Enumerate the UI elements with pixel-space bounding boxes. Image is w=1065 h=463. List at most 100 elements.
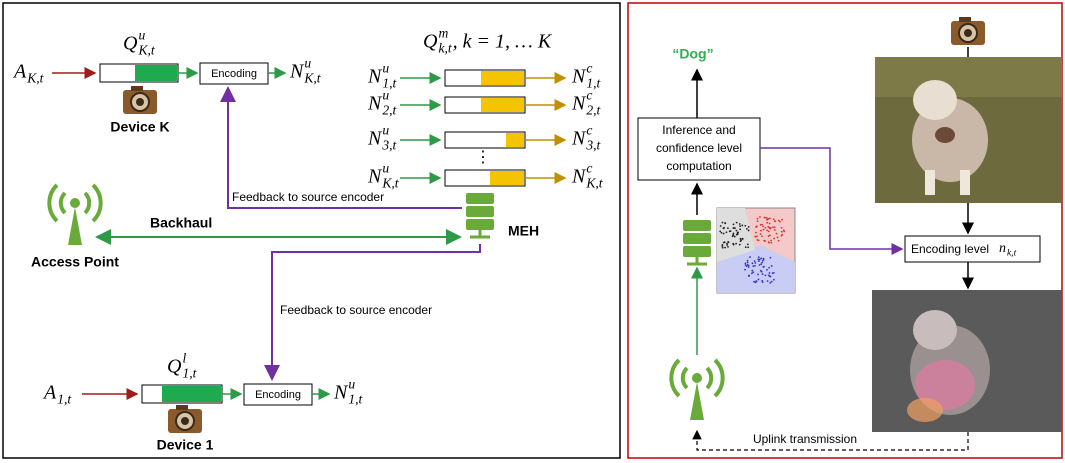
dot xyxy=(765,274,767,276)
dot xyxy=(746,228,748,230)
dot xyxy=(724,222,726,224)
math-sup: u xyxy=(382,88,389,103)
dot xyxy=(760,233,762,235)
dot xyxy=(762,273,764,275)
math-sup: m xyxy=(438,26,448,41)
dot xyxy=(736,230,738,232)
dot xyxy=(774,226,776,228)
math-sup: l xyxy=(182,351,186,366)
dot xyxy=(767,226,769,228)
dot xyxy=(758,279,760,281)
meh-label: MEH xyxy=(508,223,539,239)
dot xyxy=(739,223,741,225)
dot xyxy=(740,239,742,241)
dot xyxy=(739,244,741,246)
dot xyxy=(760,270,762,272)
dot xyxy=(759,259,761,261)
dot xyxy=(762,225,764,227)
dot xyxy=(754,262,756,264)
math-sup: u xyxy=(382,61,389,76)
dot xyxy=(747,243,749,245)
dot xyxy=(729,230,731,232)
dot xyxy=(747,260,749,262)
dot xyxy=(755,226,757,228)
dot xyxy=(753,281,755,283)
dot xyxy=(762,229,764,231)
dot xyxy=(779,221,781,223)
dot xyxy=(747,246,749,248)
device-label: Device 1 xyxy=(157,437,214,453)
dot xyxy=(723,227,725,229)
encoder-label: Encoding xyxy=(211,68,257,80)
dot xyxy=(772,226,774,228)
dot xyxy=(752,262,754,264)
math-base: Q xyxy=(423,31,438,53)
dot xyxy=(748,226,750,228)
math-base: N xyxy=(571,128,587,150)
dot xyxy=(776,233,778,235)
dot xyxy=(727,246,729,248)
math-suffix: , k = 1, … K xyxy=(453,31,553,53)
math-sub: K,t xyxy=(381,176,399,191)
dot xyxy=(764,227,766,229)
dot xyxy=(773,238,775,240)
dot xyxy=(754,265,756,267)
dot xyxy=(763,266,765,268)
math-base: N xyxy=(333,382,349,404)
dot xyxy=(745,262,747,264)
dot xyxy=(726,231,728,233)
math-sup: u xyxy=(304,56,311,71)
dot xyxy=(760,230,762,232)
math-sub: 3,t xyxy=(381,138,397,153)
dot xyxy=(769,234,771,236)
dot xyxy=(767,280,769,282)
dot xyxy=(773,279,775,281)
dot xyxy=(733,227,735,229)
queue-fill xyxy=(481,98,524,112)
math-sub: 1,t xyxy=(57,392,72,407)
backhaul-label: Backhaul xyxy=(150,215,212,231)
inference-label: Inference and xyxy=(662,123,735,137)
dot xyxy=(735,243,737,245)
dot xyxy=(736,222,738,224)
access-point-label: Access Point xyxy=(31,254,119,270)
dot xyxy=(781,227,783,229)
dot xyxy=(734,236,736,238)
math-sup: c xyxy=(586,61,592,76)
dot xyxy=(758,256,760,258)
inference-label: confidence level xyxy=(656,141,742,155)
math-sup: u xyxy=(348,377,355,392)
dot xyxy=(766,269,768,271)
dot xyxy=(758,260,760,262)
math-sub: 3,t xyxy=(585,138,601,153)
dot xyxy=(773,218,775,220)
math-base: Q xyxy=(123,33,138,55)
dot xyxy=(769,282,771,284)
math-sup: u xyxy=(138,28,145,43)
dot xyxy=(768,242,770,244)
dot xyxy=(760,257,762,259)
math-sub: K,t xyxy=(26,71,44,86)
dot xyxy=(763,258,765,260)
dot xyxy=(781,231,783,233)
dot xyxy=(768,230,770,232)
dot xyxy=(773,272,775,274)
dot xyxy=(761,280,763,282)
dot xyxy=(761,235,763,237)
dot xyxy=(771,281,773,283)
dot xyxy=(770,240,772,242)
dot xyxy=(748,266,750,268)
dot xyxy=(766,229,768,231)
dot xyxy=(759,264,761,266)
dot xyxy=(726,243,728,245)
dot xyxy=(733,244,735,246)
dot xyxy=(739,225,741,227)
math-sub: k,t xyxy=(438,41,452,56)
math-base: A xyxy=(12,61,27,83)
math-sub: K,t xyxy=(303,71,321,86)
diagram: Encoding Device K ⋮ Feedback to source e… xyxy=(0,0,1065,463)
dot xyxy=(764,217,766,219)
device-1: Encoding Device 1 xyxy=(82,384,329,453)
dot xyxy=(741,225,743,227)
dot xyxy=(769,223,771,225)
